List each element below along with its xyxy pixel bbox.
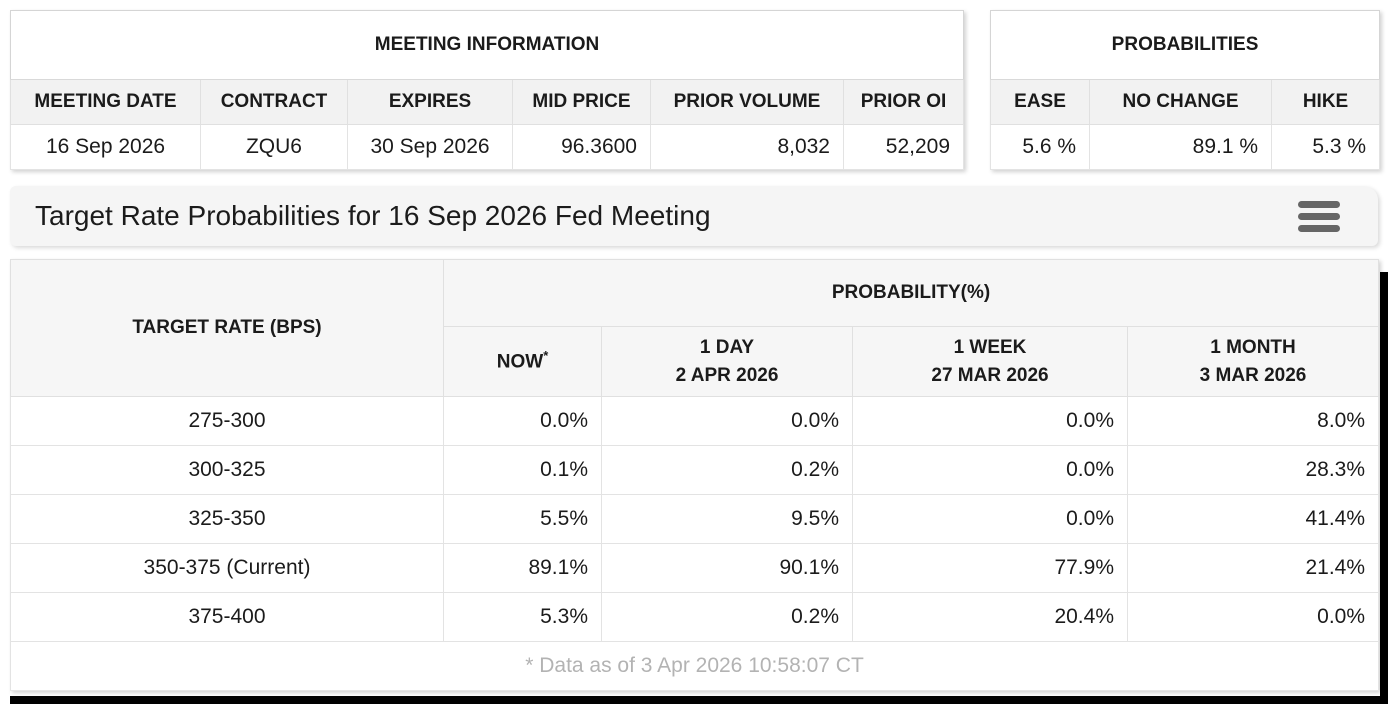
one-day-cell: 0.2% — [601, 445, 853, 495]
probabilities-title: PROBABILITIES — [990, 10, 1380, 80]
one-month-cell: 28.3% — [1126, 445, 1380, 495]
one-week-cell: 77.9% — [852, 543, 1128, 593]
one-week-column-header: 1 WEEK 27 MAR 2026 — [852, 326, 1128, 397]
chart-frame-right-bar — [1380, 272, 1388, 704]
hamburger-bar — [1298, 224, 1340, 232]
ease-header: EASE — [990, 79, 1091, 125]
one-day-cell: 0.0% — [601, 396, 853, 446]
one-week-cell: 0.0% — [852, 396, 1128, 446]
target-rate-bps-header: TARGET RATE (BPS) — [10, 259, 444, 397]
hamburger-bar — [1298, 200, 1340, 208]
sub-header-row: NOW* 1 DAY 2 APR 2026 1 WEEK 27 MAR 2026… — [11, 326, 1380, 397]
one-week-date: 27 MAR 2026 — [931, 364, 1049, 386]
one-day-cell: 9.5% — [601, 494, 853, 544]
now-cell: 0.1% — [443, 445, 602, 495]
meeting-date-value: 16 Sep 2026 — [10, 124, 201, 170]
ease-value: 5.6 % — [990, 124, 1091, 170]
chart-frame-bottom-bar — [10, 696, 1388, 704]
one-week-cell: 0.0% — [852, 494, 1128, 544]
no-change-value: 89.1 % — [1089, 124, 1273, 170]
mid-price-header: MID PRICE — [512, 79, 651, 125]
rate-row: 275-300 0.0% 0.0% 0.0% 8.0% — [10, 396, 1380, 446]
now-cell: 0.0% — [443, 396, 602, 446]
target-rate-cell: 275-300 — [10, 396, 444, 446]
target-rate-probabilities-table: TARGET RATE (BPS) PROBABILITY(%) NOW* 1 … — [9, 259, 1380, 691]
expires-value: 30 Sep 2026 — [347, 124, 513, 170]
probability-group-header: PROBABILITY(%) — [442, 259, 1380, 327]
page-title: Target Rate Probabilities for 16 Sep 202… — [35, 200, 711, 231]
footnote-asterisk: * — [543, 348, 549, 364]
now-cell: 5.3% — [443, 592, 602, 642]
probabilities-summary-table: PROBABILITIES EASE NO CHANGE HIKE 5.6 % … — [990, 10, 1381, 170]
meeting-information-data-row: 16 Sep 2026 ZQU6 30 Sep 2026 96.3600 8,0… — [10, 124, 965, 170]
mid-price-value: 96.3600 — [512, 124, 651, 170]
now-cell: 89.1% — [443, 543, 602, 593]
one-month-column-header: 1 MONTH 3 MAR 2026 — [1126, 326, 1380, 397]
one-month-cell: 21.4% — [1126, 543, 1380, 593]
one-month-cell: 0.0% — [1126, 592, 1380, 642]
hamburger-bar — [1298, 212, 1340, 220]
rate-row: 375-400 5.3% 0.2% 20.4% 0.0% — [10, 592, 1380, 642]
now-column-header: NOW* — [443, 326, 602, 397]
one-day-date: 2 APR 2026 — [675, 364, 779, 386]
hike-value: 5.3 % — [1271, 124, 1381, 170]
rate-row: 325-350 5.5% 9.5% 0.0% 41.4% — [10, 494, 1380, 544]
one-month-cell: 41.4% — [1126, 494, 1380, 544]
target-rate-cell: 300-325 — [10, 445, 444, 495]
contract-value: ZQU6 — [200, 124, 348, 170]
probabilities-header-row: EASE NO CHANGE HIKE — [990, 79, 1381, 125]
prior-volume-header: PRIOR VOLUME — [650, 79, 844, 125]
target-rate-cell: 350-375 (Current) — [10, 543, 444, 593]
meeting-information-table: MEETING INFORMATION MEETING DATE CONTRAC… — [10, 10, 965, 170]
prior-oi-value: 52,209 — [842, 124, 965, 170]
expires-header: EXPIRES — [347, 79, 513, 125]
one-week-cell: 20.4% — [852, 592, 1128, 642]
one-day-column-header: 1 DAY 2 APR 2026 — [601, 326, 853, 397]
rate-row-current: 350-375 (Current) 89.1% 90.1% 77.9% 21.4… — [10, 543, 1380, 593]
one-week-cell: 0.0% — [852, 445, 1128, 495]
hamburger-menu-icon[interactable] — [1298, 200, 1340, 232]
target-rate-cell: 325-350 — [10, 494, 444, 544]
contract-header: CONTRACT — [200, 79, 348, 125]
one-month-date: 3 MAR 2026 — [1199, 364, 1307, 386]
data-as-of-footnote: * Data as of 3 Apr 2026 10:58:07 CT — [9, 641, 1380, 691]
hike-header: HIKE — [1271, 79, 1381, 125]
now-cell: 5.5% — [443, 494, 602, 544]
rate-row: 300-325 0.1% 0.2% 0.0% 28.3% — [10, 445, 1380, 495]
meeting-information-header-row: MEETING DATE CONTRACT EXPIRES MID PRICE … — [10, 79, 965, 125]
one-month-cell: 8.0% — [1126, 396, 1380, 446]
target-rate-cell: 375-400 — [10, 592, 444, 642]
section-title-bar: Target Rate Probabilities for 16 Sep 202… — [10, 186, 1378, 246]
meeting-date-header: MEETING DATE — [10, 79, 201, 125]
probabilities-data-row: 5.6 % 89.1 % 5.3 % — [990, 124, 1381, 170]
meeting-information-title: MEETING INFORMATION — [10, 10, 964, 80]
one-day-cell: 0.2% — [601, 592, 853, 642]
one-day-cell: 90.1% — [601, 543, 853, 593]
summary-tables-row: MEETING INFORMATION MEETING DATE CONTRAC… — [0, 0, 1388, 170]
prior-volume-value: 8,032 — [650, 124, 844, 170]
prior-oi-header: PRIOR OI — [842, 79, 965, 125]
no-change-header: NO CHANGE — [1089, 79, 1273, 125]
